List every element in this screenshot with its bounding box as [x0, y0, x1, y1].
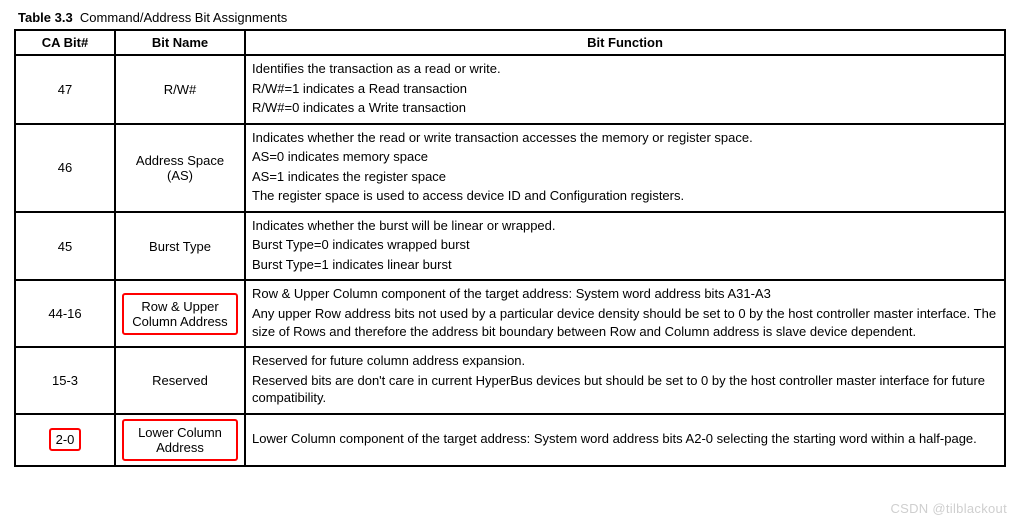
table-header-row: CA Bit# Bit Name Bit Function [15, 30, 1005, 55]
highlight-box: Lower Column Address [122, 419, 238, 461]
function-cell: Indicates whether the burst will be line… [245, 212, 1005, 281]
ca-bit-table: CA Bit# Bit Name Bit Function 47R/W# Iden… [14, 29, 1006, 467]
name-cell: Burst Type [115, 212, 245, 281]
caption-label: Table 3.3 [18, 10, 73, 25]
table-row: 46Address Space (AS) Indicates whether th… [15, 124, 1005, 212]
function-line: Burst Type=0 indicates wrapped burst [252, 236, 998, 254]
table-row: 45Burst Type Indicates whether the burst … [15, 212, 1005, 281]
bit-cell: 15-3 [15, 347, 115, 414]
function-line: R/W#=0 indicates a Write transaction [252, 99, 998, 117]
function-line: Row & Upper Column component of the targ… [252, 285, 998, 303]
highlight-box: 2-0 [49, 428, 82, 451]
function-line: R/W#=1 indicates a Read transaction [252, 80, 998, 98]
function-line: The register space is used to access dev… [252, 187, 998, 205]
function-cell: Row & Upper Column component of the targ… [245, 280, 1005, 347]
bit-cell: 2-0 [15, 414, 115, 466]
name-cell: Address Space (AS) [115, 124, 245, 212]
watermark-text: CSDN @tilblackout [890, 501, 1007, 516]
function-line: AS=1 indicates the register space [252, 168, 998, 186]
table-caption: Table 3.3 Command/Address Bit Assignment… [18, 10, 1005, 25]
function-line: Indicates whether the burst will be line… [252, 217, 998, 235]
highlight-box: Row & Upper Column Address [122, 293, 238, 335]
function-line: Reserved bits are don't care in current … [252, 372, 998, 407]
bit-cell: 47 [15, 55, 115, 124]
bit-cell: 45 [15, 212, 115, 281]
function-line: Any upper Row address bits not used by a… [252, 305, 998, 340]
col-header-bit: CA Bit# [15, 30, 115, 55]
name-cell: R/W# [115, 55, 245, 124]
col-header-name: Bit Name [115, 30, 245, 55]
function-cell: Indicates whether the read or write tran… [245, 124, 1005, 212]
function-line: Burst Type=1 indicates linear burst [252, 256, 998, 274]
function-line: Lower Column component of the target add… [252, 430, 998, 448]
function-cell: Identifies the transaction as a read or … [245, 55, 1005, 124]
name-cell: Reserved [115, 347, 245, 414]
table-row: 2-0 Lower Column Address Lower Column comp… [15, 414, 1005, 466]
table-row: 47R/W# Identifies the transaction as a re… [15, 55, 1005, 124]
table-row: 15-3Reserved Reserved for future column a… [15, 347, 1005, 414]
function-cell: Reserved for future column address expan… [245, 347, 1005, 414]
bit-cell: 44-16 [15, 280, 115, 347]
function-line: Identifies the transaction as a read or … [252, 60, 998, 78]
function-cell: Lower Column component of the target add… [245, 414, 1005, 466]
function-line: AS=0 indicates memory space [252, 148, 998, 166]
name-cell: Row & Upper Column Address [115, 280, 245, 347]
bit-cell: 46 [15, 124, 115, 212]
name-cell: Lower Column Address [115, 414, 245, 466]
col-header-func: Bit Function [245, 30, 1005, 55]
function-line: Reserved for future column address expan… [252, 352, 998, 370]
table-row: 44-16Row & Upper Column Address Row & Upp… [15, 280, 1005, 347]
function-line: Indicates whether the read or write tran… [252, 129, 998, 147]
caption-title: Command/Address Bit Assignments [80, 10, 287, 25]
